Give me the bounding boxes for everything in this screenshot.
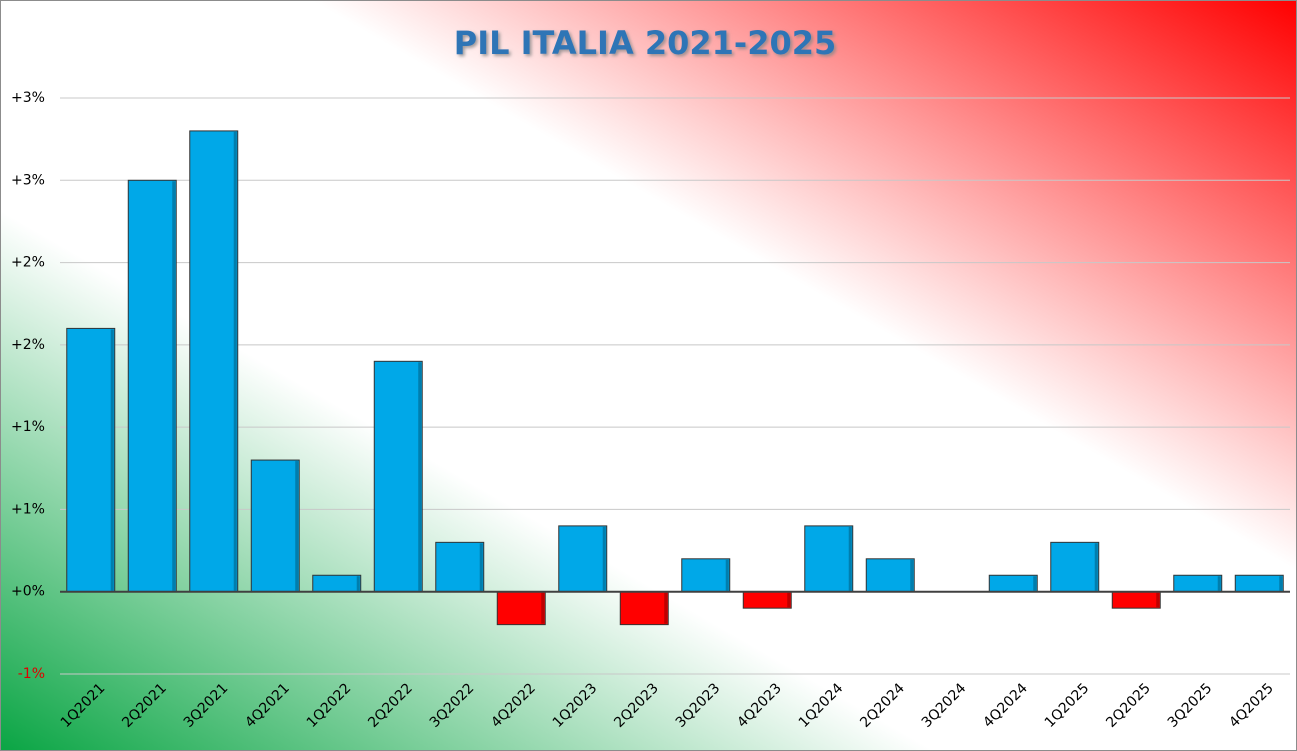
- bar-shade: [1279, 576, 1283, 591]
- bar: [250, 459, 300, 593]
- bar-shade: [602, 526, 606, 591]
- bar: [1050, 541, 1100, 593]
- bar: [1173, 574, 1223, 593]
- bar-shade: [172, 181, 176, 591]
- bar: [1234, 574, 1284, 593]
- chart-title: PIL ITALIA 2021-2025: [454, 24, 837, 62]
- bar: [1111, 591, 1161, 609]
- bar-shade: [295, 461, 299, 591]
- bar-shade: [787, 592, 791, 608]
- bar-shade: [356, 576, 360, 591]
- bar-shade: [1094, 543, 1098, 591]
- y-tick-label: +3%: [11, 90, 45, 106]
- bar: [189, 130, 239, 593]
- bar: [127, 179, 177, 593]
- bar: [435, 541, 485, 593]
- y-tick-label: +2%: [11, 337, 45, 353]
- bar: [804, 525, 854, 593]
- bar: [742, 591, 792, 609]
- bar: [865, 558, 915, 593]
- bar-shade: [1217, 576, 1221, 591]
- y-tick-label: +0%: [11, 584, 45, 600]
- bar-shade: [110, 329, 114, 591]
- bar: [681, 558, 731, 593]
- y-tick-label: +2%: [11, 255, 45, 271]
- bar-shade: [664, 592, 668, 624]
- bar: [988, 574, 1038, 593]
- bar: [619, 591, 669, 626]
- bar-shade: [418, 362, 422, 591]
- bar-shade: [725, 559, 729, 591]
- y-tick-label: +3%: [11, 172, 45, 188]
- bar: [373, 360, 423, 593]
- bar-shade: [233, 131, 237, 591]
- bar-shade: [1156, 592, 1160, 608]
- bar-shade: [479, 543, 483, 591]
- bar: [558, 525, 608, 593]
- bar: [496, 591, 546, 626]
- bar-shade: [848, 526, 852, 591]
- y-tick-label: -1%: [18, 666, 45, 682]
- y-tick-label: +1%: [11, 419, 45, 435]
- bar: [312, 574, 362, 593]
- bar-shade: [541, 592, 545, 624]
- y-tick-label: +1%: [11, 501, 45, 517]
- bar: [66, 327, 116, 593]
- bar-shade: [910, 559, 914, 591]
- bar-shade: [1033, 576, 1037, 591]
